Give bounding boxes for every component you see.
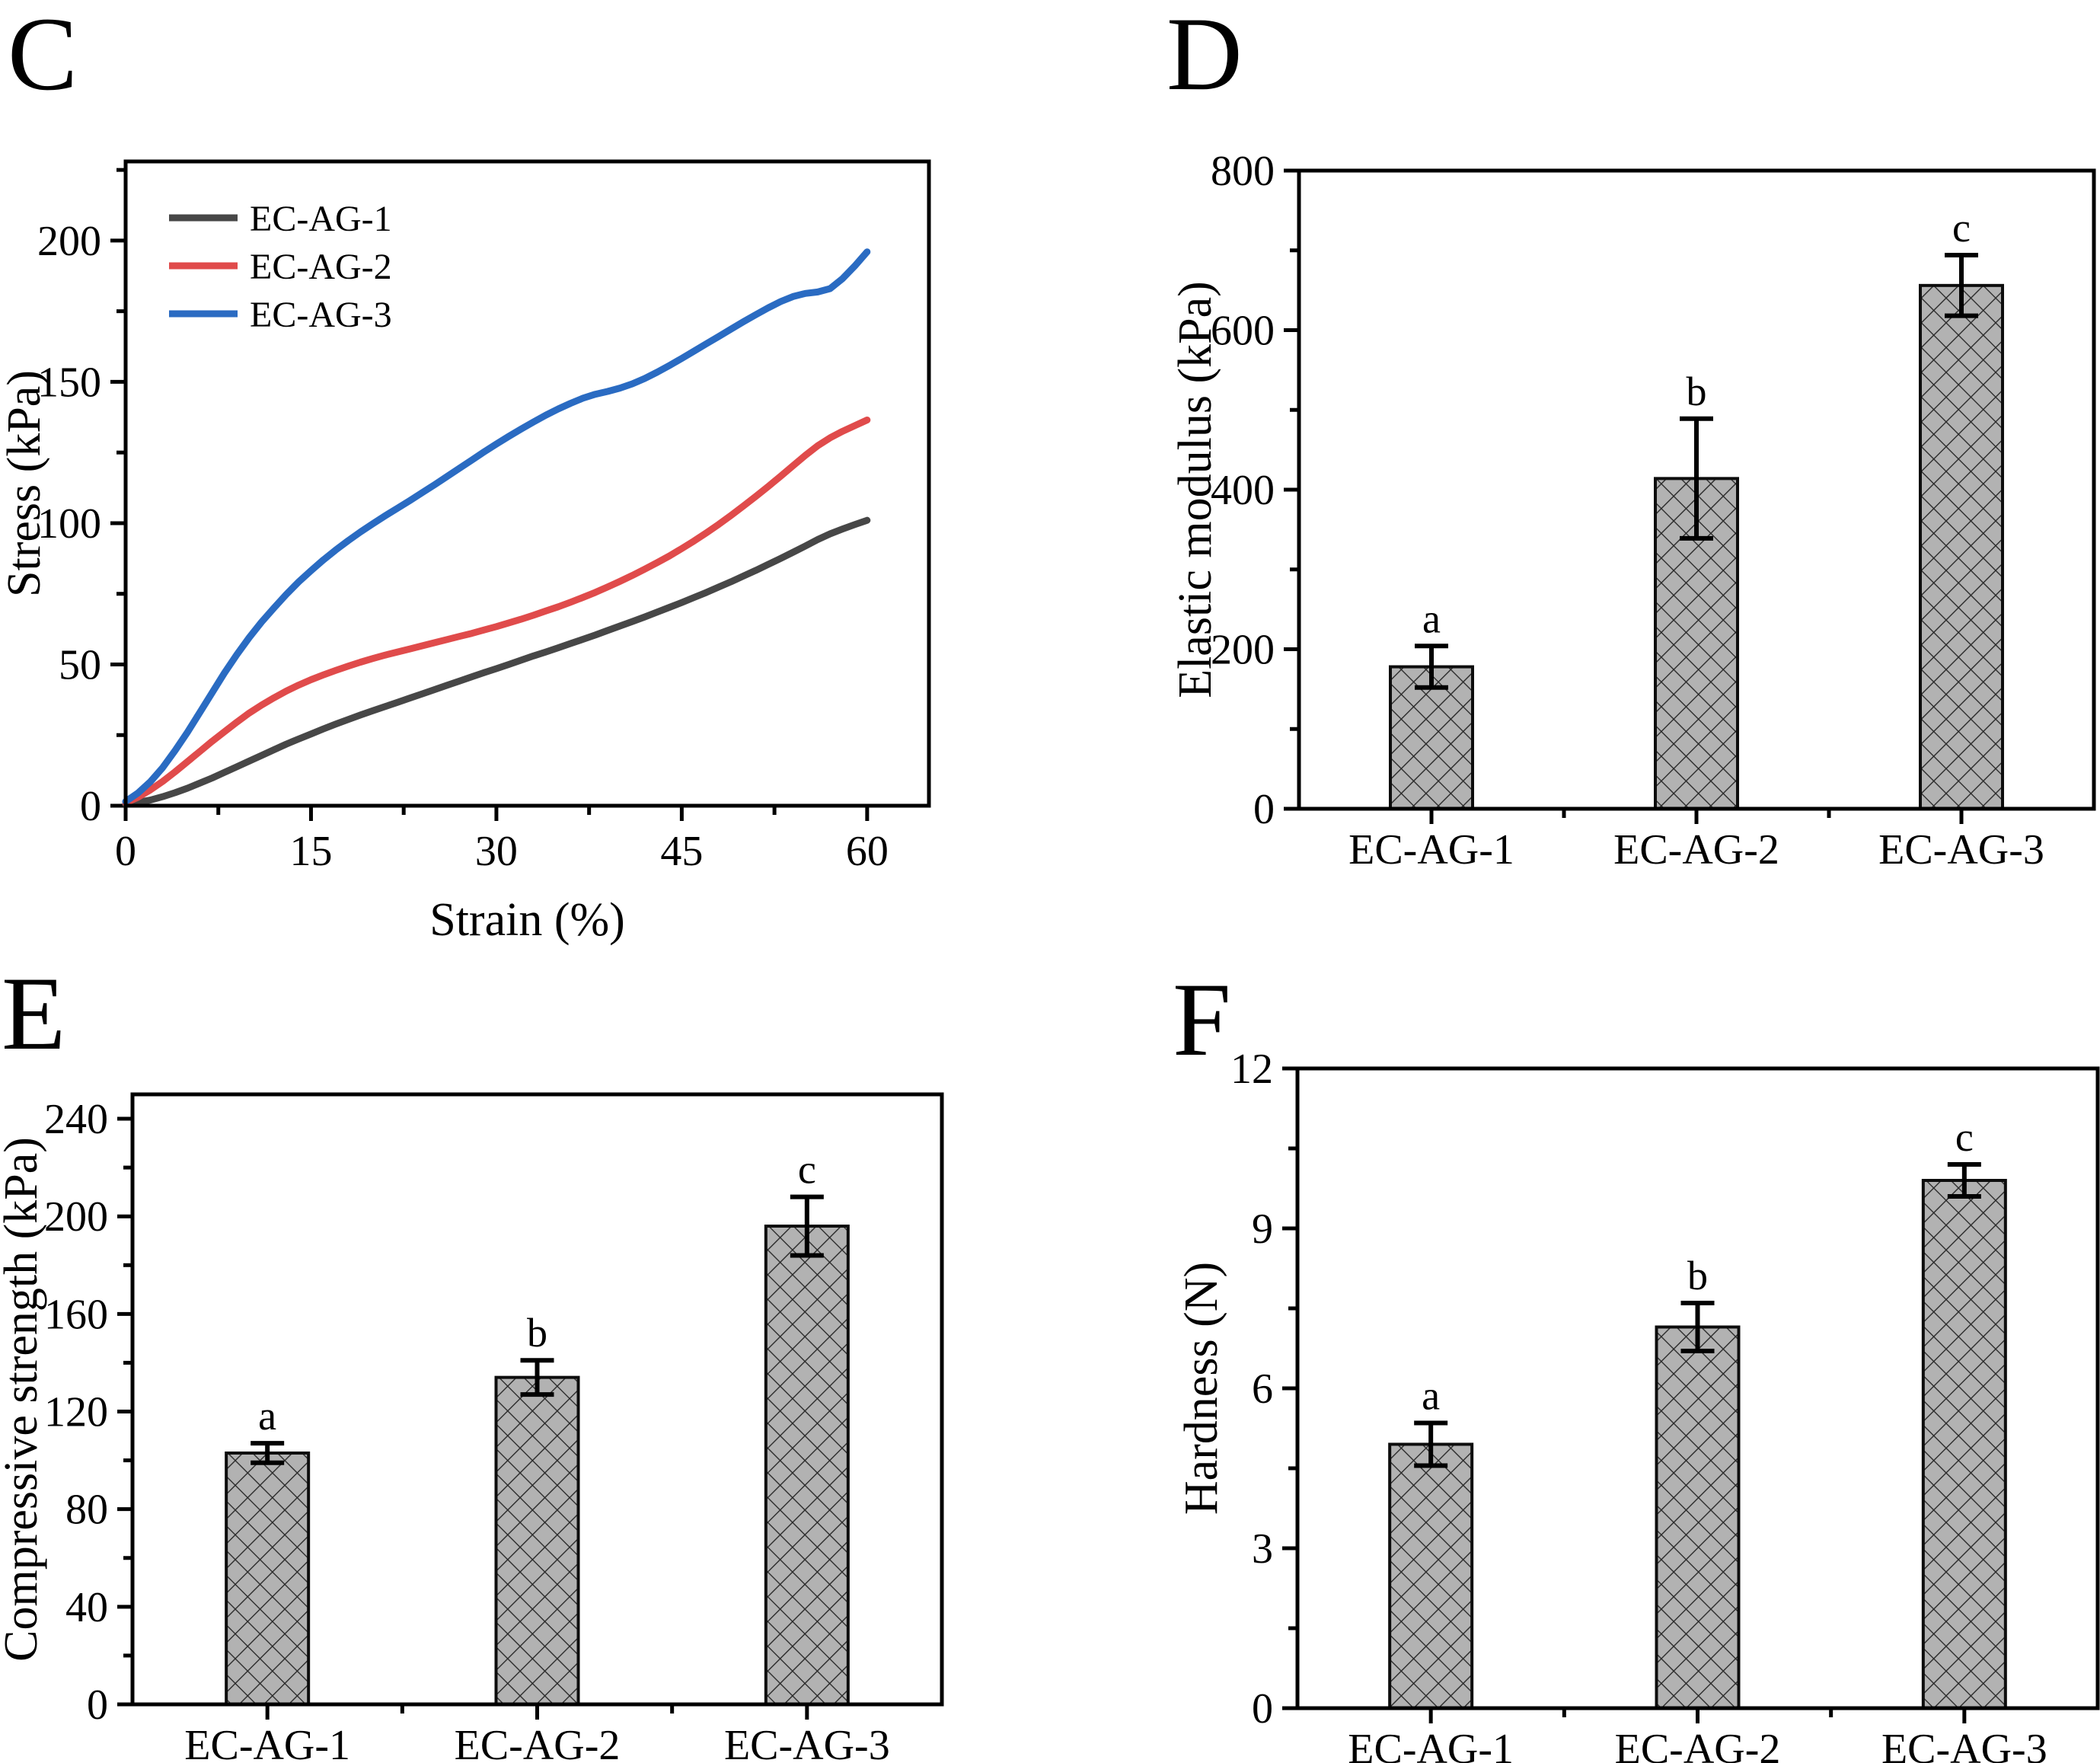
y-tick-label: 12	[1230, 1046, 1273, 1093]
error-bar	[1947, 1162, 1981, 1199]
significance-label: a	[258, 1393, 276, 1439]
category-label: EC-AG-2	[455, 1722, 621, 1763]
y-tick-label: 600	[1211, 308, 1275, 355]
error-bar	[1414, 1420, 1448, 1468]
significance-label: c	[1952, 205, 1971, 251]
error-bar	[251, 1441, 285, 1465]
hardness-bar-chart: 0 3 6 9 12 Hardness (N) EC-AG-1 EC-AG-2 EC-AG-3 a…	[1176, 1046, 2100, 1763]
y-tick-label: 100	[37, 500, 101, 548]
x-tick-label: 60	[846, 828, 889, 875]
plot-box	[130, 1092, 944, 1707]
y-tick-label: 400	[1211, 467, 1275, 514]
panel-letter-d: D	[1166, 0, 1243, 112]
error-bar	[1415, 644, 1448, 690]
significance-label: c	[1955, 1114, 1974, 1160]
y-tick-label: 800	[1211, 148, 1275, 195]
category-label: EC-AG-3	[1878, 826, 2044, 874]
y-tick-label: 40	[65, 1584, 108, 1631]
significance-label: b	[1687, 369, 1707, 414]
bar-EC-AG-2	[1655, 1325, 1741, 1710]
bar-EC-AG-1	[225, 1451, 311, 1706]
y-tick-label: 150	[37, 359, 101, 406]
plot-box	[123, 159, 931, 808]
legend-item: EC-AG-2	[169, 247, 392, 287]
legend-label: EC-AG-2	[250, 247, 392, 287]
legend: EC-AG-1 EC-AG-2 EC-AG-3	[169, 199, 392, 335]
y-tick-label: 200	[1211, 627, 1275, 674]
category-label: EC-AG-2	[1615, 1726, 1781, 1763]
bar-EC-AG-3	[1921, 1179, 2007, 1710]
series-line-EC-AG-2	[122, 417, 871, 806]
significance-label: a	[1422, 1373, 1440, 1419]
category-label: EC-AG-1	[184, 1722, 350, 1763]
y-tick-label: 0	[1253, 786, 1275, 833]
significance-label: c	[798, 1147, 816, 1193]
x-tick-label: 45	[660, 828, 703, 875]
x-axis: 0 15 30 45 60	[115, 806, 889, 875]
error-bar	[790, 1194, 824, 1258]
y-tick-label: 6	[1252, 1365, 1273, 1413]
y-tick-label: 0	[87, 1682, 108, 1729]
y-tick-label: 80	[65, 1487, 108, 1534]
series-line-EC-AG-3	[122, 248, 871, 805]
y-tick-label: 240	[44, 1096, 108, 1143]
panel-letter-c: C	[8, 0, 78, 112]
category-label: EC-AG-3	[1881, 1726, 2047, 1763]
error-bar	[1945, 253, 1978, 318]
category-label: EC-AG-3	[724, 1722, 890, 1763]
y-axis-title: Compressive strength (kPa)	[0, 1137, 47, 1662]
x-axis: EC-AG-1 EC-AG-2 EC-AG-3	[184, 1704, 890, 1763]
y-tick-label: 3	[1252, 1525, 1273, 1573]
panel-letter-e: E	[2, 955, 66, 1072]
panel-letter-f: F	[1173, 961, 1231, 1078]
plot-box	[1295, 1066, 2100, 1710]
bar-EC-AG-3	[1919, 283, 2004, 810]
category-label: EC-AG-1	[1348, 1726, 1514, 1763]
bar-EC-AG-3	[764, 1225, 850, 1706]
stress-strain-line-chart: 0 50 100 150 200 Stress (kPa) 0 15 30 45 60 Strain …	[0, 159, 931, 946]
x-tick-label: 0	[115, 828, 136, 875]
y-tick-label: 120	[44, 1389, 108, 1436]
y-axis-title: Hardness (N)	[1176, 1262, 1227, 1515]
y-axis: 0 3 6 9 12	[1230, 1046, 1297, 1733]
x-tick-label: 15	[289, 828, 332, 875]
x-axis: EC-AG-1 EC-AG-2 EC-AG-3	[1348, 809, 2044, 874]
elastic-modulus-bar-chart: 0 200 400 600 800 Elastic modulus (kPa) EC-AG-…	[1170, 148, 2096, 874]
y-tick-label: 0	[1252, 1685, 1273, 1733]
x-tick-label: 30	[475, 828, 518, 875]
y-tick-label: 200	[44, 1193, 108, 1241]
significance-label: a	[1422, 596, 1441, 641]
legend-item: EC-AG-3	[169, 295, 392, 335]
legend-label: EC-AG-1	[250, 199, 392, 239]
x-axis-title: Strain (%)	[429, 894, 625, 946]
legend-label: EC-AG-3	[250, 295, 392, 335]
y-axis: 0 200 400 600 800	[1211, 148, 1299, 833]
y-axis: 0 40 80 120 160 200 240	[44, 1096, 132, 1729]
significance-label: b	[527, 1310, 547, 1356]
x-axis: EC-AG-1 EC-AG-2 EC-AG-3	[1348, 1708, 2047, 1763]
category-label: EC-AG-2	[1613, 826, 1779, 874]
y-tick-label: 200	[37, 218, 101, 265]
legend-item: EC-AG-1	[169, 199, 392, 239]
category-label: EC-AG-1	[1348, 826, 1514, 874]
y-axis: 0 50 100 150 200	[37, 168, 126, 830]
y-axis-title: Elastic modulus (kPa)	[1170, 281, 1221, 698]
bar-EC-AG-1	[1388, 1442, 1474, 1710]
plot-box	[1297, 168, 2096, 811]
y-tick-label: 50	[59, 641, 101, 688]
y-tick-label: 160	[44, 1291, 108, 1338]
error-bar	[1680, 1301, 1715, 1353]
series-line-EC-AG-1	[122, 516, 871, 808]
bar-EC-AG-2	[494, 1375, 580, 1706]
y-axis-title: Stress (kPa)	[0, 370, 50, 597]
significance-label: b	[1687, 1253, 1708, 1298]
error-bar	[1680, 416, 1713, 541]
error-bar	[520, 1358, 554, 1397]
y-tick-label: 0	[80, 783, 101, 830]
y-tick-label: 9	[1252, 1206, 1273, 1253]
